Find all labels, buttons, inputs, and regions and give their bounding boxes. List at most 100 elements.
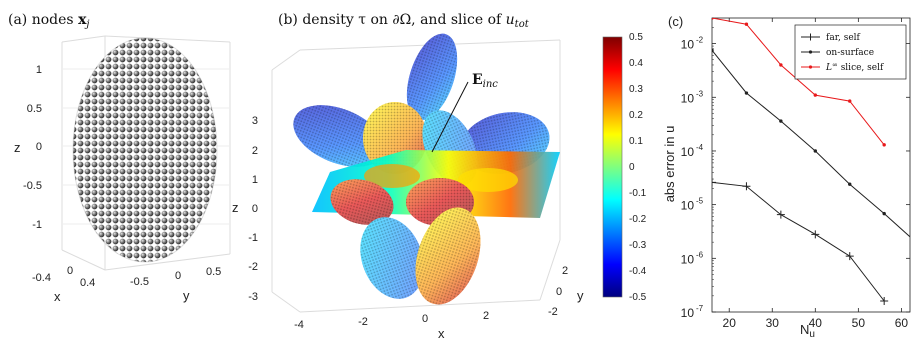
- panel-a-ylabel: y: [183, 288, 190, 303]
- tick-label: -1: [32, 219, 42, 231]
- data-point: [882, 211, 886, 216]
- data-point: [779, 63, 783, 67]
- data-point: [813, 149, 818, 153]
- data-point: [811, 230, 820, 239]
- panel-b-zticks: 3 2 1 0 -1 -2 -3: [248, 115, 258, 303]
- tick-label: 0.4: [80, 277, 95, 289]
- tick-label: 0: [252, 203, 258, 215]
- einc-arrow-line: [431, 81, 469, 153]
- data-point: [744, 22, 749, 26]
- legend-label: far, self: [826, 33, 861, 43]
- panel-a: (a) nodes xj 1 0.5 0 -0.5 -1 z: [8, 12, 231, 304]
- legend-entry-on-surface: on-surface: [801, 48, 874, 58]
- y-tick-label: 10: [681, 199, 695, 213]
- tick-label: 0: [175, 270, 181, 282]
- legend: far, self on-surface L∞ slice, self: [794, 24, 907, 80]
- x-tick-label: 60: [895, 316, 909, 330]
- panel-a-zticks: 1 0.5 0 -0.5 -1: [23, 64, 42, 231]
- series-line: [712, 18, 885, 146]
- tick-label: 0.1: [629, 136, 643, 147]
- data-point: [848, 99, 852, 103]
- tick-label: 0.2: [629, 110, 643, 121]
- y-tick-label: 10: [681, 38, 695, 52]
- data-point: [848, 182, 852, 186]
- data-point: [776, 210, 785, 219]
- data-point: [779, 119, 783, 123]
- series-group: [712, 18, 910, 306]
- tick-label: 0: [629, 162, 635, 173]
- tick-label: 2: [483, 310, 489, 322]
- series-1: [712, 48, 910, 238]
- panel-b-ylabel: y: [577, 288, 584, 303]
- panel-a-xticks: -0.4 0 0.4: [32, 265, 95, 289]
- tick-label: -0.2: [629, 214, 647, 225]
- panel-b-xlabel: x: [438, 326, 445, 338]
- data-point: [882, 143, 886, 147]
- colorbar-ticks: 0.5 0.4 0.3 0.2 0.1 0 -0.1 -0.2 -0.3 -0.…: [629, 32, 647, 303]
- tick-label: -1: [248, 232, 258, 244]
- tick-label: 3: [252, 115, 258, 127]
- x-tick-label: 30: [766, 316, 780, 330]
- legend-entry-linf-slice: L∞ slice, self: [801, 61, 884, 73]
- tick-label: 2: [562, 265, 568, 277]
- tick-label: 0.5: [629, 32, 643, 43]
- panel-a-xlabel: x: [54, 289, 61, 304]
- data-point: [744, 91, 749, 95]
- y-tick-exponent: -5: [696, 197, 704, 206]
- tick-label: -0.4: [32, 272, 51, 284]
- legend-entry-far-self: far, self: [801, 33, 861, 43]
- x-tick-label: 20: [723, 316, 737, 330]
- legend-label: L∞ slice, self: [825, 61, 884, 73]
- tick-label: 0.3: [629, 84, 643, 95]
- data-point: [712, 18, 714, 20]
- tick-label: 0: [422, 313, 428, 325]
- tick-label: -2: [548, 306, 558, 318]
- x-axis-label: Nu: [800, 322, 815, 338]
- node-cloud-shading: [72, 37, 218, 263]
- tick-label: 0: [67, 265, 73, 277]
- y-tick-label: 10: [681, 306, 695, 320]
- y-tick-label: 10: [681, 252, 695, 266]
- panel-a-title: (a) nodes xj: [8, 12, 90, 30]
- x-axis-ticks: 20 30 40 50 60: [723, 18, 909, 330]
- panel-b-zlabel: z: [232, 200, 239, 215]
- tick-label: -0.5: [23, 180, 42, 192]
- data-point: [712, 178, 716, 187]
- panel-b-xticks: -4 -2 0 2: [294, 310, 489, 331]
- tick-label: 0.5: [206, 266, 221, 278]
- x-tick-label: 50: [852, 316, 866, 330]
- tick-label: 0.5: [27, 103, 42, 115]
- tick-label: -0.5: [629, 292, 647, 303]
- x-tick-label: 40: [809, 316, 823, 330]
- tick-label: -0.1: [629, 188, 647, 199]
- tick-label: -0.4: [629, 266, 647, 277]
- panel-c: (c) 10-210-310-410-510-610-7 20 30 40 50 60 …: [662, 14, 911, 338]
- data-point: [880, 297, 889, 306]
- legend-label: on-surface: [826, 48, 874, 58]
- y-axis-ticks: 10-210-310-410-510-610-7: [681, 17, 910, 320]
- y-axis-label: abs error in u: [662, 126, 677, 203]
- tick-label: 2: [252, 145, 258, 157]
- colorbar: 0.5 0.4 0.3 0.2 0.1 0 -0.1 -0.2 -0.3 -0.…: [602, 32, 647, 303]
- y-tick-label: 10: [681, 145, 695, 159]
- tick-label: 1: [252, 174, 258, 186]
- tick-label: -0.3: [629, 240, 647, 251]
- y-tick-exponent: -7: [696, 304, 704, 313]
- y-tick-exponent: -2: [696, 36, 704, 45]
- series-2: [712, 18, 886, 147]
- node-cloud-ellipsoid: [73, 38, 217, 262]
- data-point: [845, 252, 854, 261]
- y-tick-exponent: -3: [696, 89, 704, 98]
- tick-label: -4: [294, 319, 304, 331]
- tick-label: 0.4: [629, 58, 643, 69]
- data-point: [813, 93, 818, 97]
- tick-label: -2: [358, 316, 368, 328]
- panel-a-zlabel: z: [14, 140, 21, 155]
- tick-label: -3: [248, 291, 258, 303]
- panel-a-yticks: -0.5 0 0.5: [130, 266, 221, 288]
- tick-label: -2: [248, 261, 258, 273]
- panel-b-title: (b) density τ on ∂Ω, and slice of utot: [278, 12, 530, 30]
- y-tick-exponent: -6: [696, 250, 704, 259]
- series-0: [712, 178, 889, 306]
- panel-c-label: (c): [668, 14, 683, 29]
